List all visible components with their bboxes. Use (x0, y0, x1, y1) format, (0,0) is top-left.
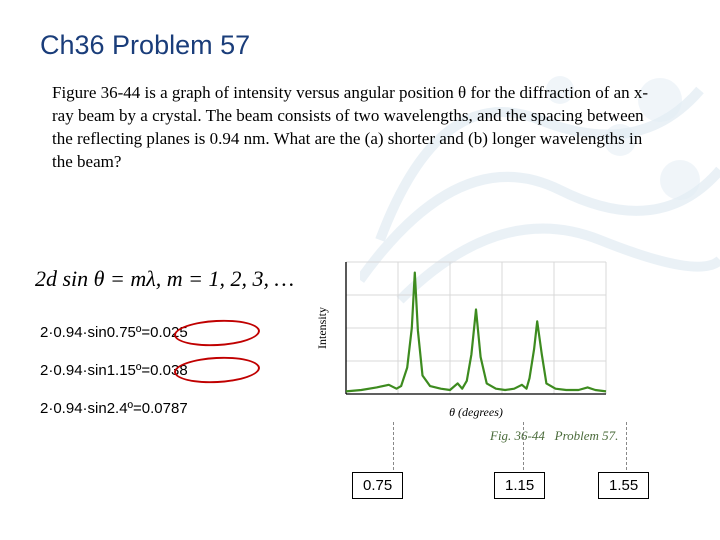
problem-paragraph-1: Figure 36-44 is a graph of intensity ver… (52, 83, 648, 125)
figure-caption-text: Problem 57. (555, 428, 619, 443)
intensity-chart: θ (degrees) Intensity (312, 256, 612, 422)
peak-label: 0.75 (352, 472, 403, 499)
problem-text: Figure 36-44 is a graph of intensity ver… (52, 82, 652, 174)
calc-line-2: 2·0.94·sin1.15º=0.038 (40, 362, 188, 379)
problem-paragraph-2: the reflecting planes is 0.94 nm. What a… (52, 129, 642, 171)
peak-label: 1.15 (494, 472, 545, 499)
bragg-formula: 2d sin θ = mλ, m = 1, 2, 3, … (35, 266, 294, 292)
peak-indicator-line (393, 422, 394, 470)
peak-indicator-line (626, 422, 627, 470)
svg-text:θ (degrees): θ (degrees) (449, 405, 503, 419)
page-title: Ch36 Problem 57 (40, 30, 250, 61)
calc-line-1: 2·0.94·sin0.75º=0.025 (40, 324, 188, 341)
svg-text:Intensity: Intensity (315, 307, 329, 349)
peak-indicator-line (523, 422, 524, 470)
calc-line-3: 2·0.94·sin2.4º=0.0787 (40, 400, 188, 417)
figure-number: Fig. 36-44 (490, 428, 545, 443)
peak-label: 1.55 (598, 472, 649, 499)
figure-caption: Fig. 36-44 Problem 57. (490, 428, 618, 444)
